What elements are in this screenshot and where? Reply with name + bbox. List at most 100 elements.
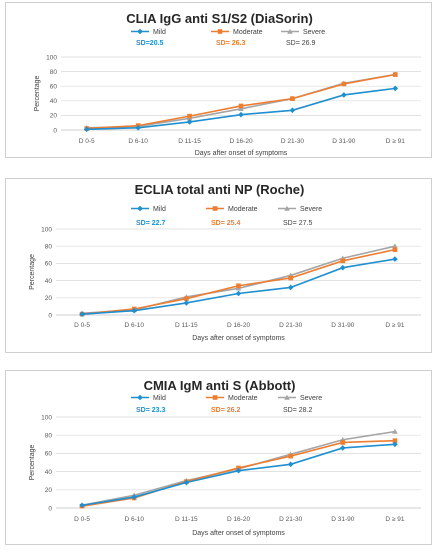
x-tick-label: D ≥ 91 (385, 516, 404, 523)
legend-label-severe: Severe (300, 206, 322, 213)
chart-panel-roche: ECLIA total anti NP (Roche) 0 20 40 60 80 100 P… (5, 178, 432, 353)
y-tick-label: 80 (45, 433, 53, 440)
data-point-mild (392, 256, 398, 262)
data-point-moderate (288, 453, 293, 459)
x-tick-label: D 6-10 (128, 138, 148, 145)
x-axis-label: Days after onset of symptoms (195, 150, 288, 157)
data-point-moderate (340, 258, 346, 264)
y-tick-label: 40 (45, 278, 53, 285)
y-tick-label: 20 (45, 487, 53, 494)
sd-label-severe: SD= 26.9 (286, 40, 315, 47)
data-point-mild (339, 264, 346, 271)
x-tick-label: D 21-30 (279, 516, 303, 523)
legend-label-mild: Mild (153, 206, 166, 213)
y-tick-label: 0 (48, 312, 52, 319)
sd-label-severe: SD= 27.5 (283, 220, 312, 227)
legend-label-moderate: Moderate (233, 29, 263, 36)
chart-title: CLIA IgG anti S1/S2 (DiaSorin) (126, 11, 313, 26)
y-tick-label: 60 (45, 261, 53, 268)
data-point-moderate (392, 72, 398, 77)
data-point-moderate (238, 103, 244, 109)
legend-marker-mild (137, 205, 143, 212)
data-point-moderate (341, 81, 347, 87)
x-tick-label: D 0-5 (74, 516, 90, 523)
data-point-mild (131, 494, 138, 500)
legend-marker-mild (137, 394, 143, 401)
data-point-mild (235, 290, 242, 297)
y-tick-label: 60 (50, 84, 58, 91)
data-point-moderate (187, 113, 192, 119)
x-tick-label: D ≥ 91 (385, 322, 404, 329)
y-tick-label: 60 (45, 451, 53, 458)
data-point-mild (235, 467, 242, 474)
chart-svg-abbott: CMIA IgM anti S (Abbott) 0 20 40 60 80 100 Perc… (29, 378, 421, 537)
x-tick-label: D 11-15 (175, 322, 198, 329)
y-tick-label: 0 (53, 127, 57, 134)
data-point-moderate (392, 247, 398, 252)
x-tick-label: D 31-90 (332, 138, 356, 145)
x-tick-label: D 16-20 (229, 138, 253, 145)
sd-label-mild: SD= 23.3 (136, 407, 165, 414)
data-point-mild (238, 111, 244, 118)
y-tick-label: 100 (41, 226, 52, 233)
legend-label-moderate: Moderate (228, 395, 258, 402)
x-tick-label: D 16-20 (227, 516, 251, 523)
x-tick-label: D 11-15 (175, 516, 198, 523)
x-tick-label: D 21-30 (279, 322, 303, 329)
data-point-mild (79, 311, 85, 317)
legend-marker-mild (137, 28, 143, 35)
y-axis-label: Percentage (34, 75, 41, 111)
x-tick-label: D 6-10 (124, 322, 144, 329)
y-tick-label: 20 (50, 113, 58, 120)
series-line-severe (82, 245, 396, 315)
x-tick-label: D 0-5 (74, 322, 90, 329)
chart-title: CMIA IgM anti S (Abbott) (144, 378, 296, 393)
data-point-mild (186, 119, 193, 125)
y-tick-label: 100 (46, 54, 57, 61)
sd-label-moderate: SD= 26.2 (211, 407, 240, 414)
sd-label-moderate: SD= 26.3 (216, 40, 245, 47)
data-point-severe (392, 243, 398, 249)
chart-svg-diasorin: CLIA IgG anti S1/S2 (DiaSorin) 0 20 40 60 80 1… (34, 11, 421, 157)
legend-label-moderate: Moderate (228, 206, 258, 213)
data-point-moderate (340, 440, 346, 445)
legend-label-mild: Mild (153, 395, 166, 402)
data-point-mild (392, 85, 399, 92)
data-point-mild (339, 445, 346, 451)
data-point-mild (289, 107, 296, 114)
legend-marker-moderate (212, 206, 218, 211)
x-tick-label: D 31-90 (331, 322, 355, 329)
sd-label-mild: SD=20.5 (136, 40, 164, 47)
y-tick-label: 100 (41, 414, 52, 421)
chart-title: ECLIA total anti NP (Roche) (135, 182, 305, 197)
data-point-mild (287, 284, 294, 291)
legend-label-severe: Severe (300, 395, 322, 402)
chart-panel-abbott: CMIA IgM anti S (Abbott) 0 20 40 60 80 100 Perc… (5, 370, 432, 545)
data-point-moderate (290, 96, 295, 101)
y-tick-label: 40 (50, 98, 58, 105)
data-point-mild (341, 92, 347, 98)
x-axis-label: Days after onset of symptoms (192, 530, 285, 537)
data-point-moderate (288, 275, 293, 281)
data-point-severe (392, 428, 398, 434)
legend-marker-severe (284, 205, 290, 211)
data-point-mild (79, 502, 85, 509)
data-point-moderate (392, 438, 398, 443)
data-point-mild (183, 300, 190, 306)
legend-marker-moderate (212, 395, 218, 400)
y-tick-label: 80 (50, 69, 58, 76)
data-point-mild (135, 125, 141, 131)
sd-label-mild: SD= 22.7 (136, 220, 165, 227)
x-tick-label: D 21-30 (281, 138, 305, 145)
legend-marker-severe (287, 28, 293, 34)
data-point-mild (287, 461, 294, 468)
legend-label-mild: Mild (153, 29, 166, 36)
sd-label-severe: SD= 28.2 (283, 407, 312, 414)
x-tick-label: D ≥ 91 (386, 138, 405, 145)
data-point-moderate (236, 283, 241, 289)
series-line-moderate (81, 248, 396, 315)
data-point-severe (238, 106, 244, 112)
data-point-moderate (184, 296, 189, 301)
legend-label-severe: Severe (303, 29, 325, 36)
y-tick-label: 20 (45, 295, 53, 302)
